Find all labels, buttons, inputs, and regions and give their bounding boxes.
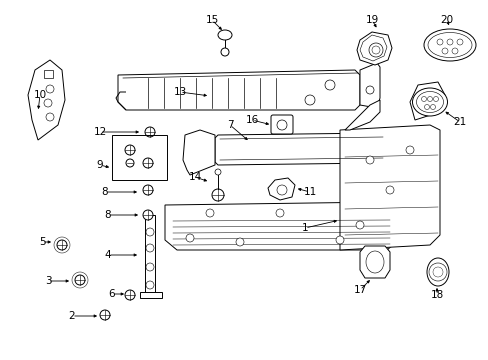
Circle shape [145,127,155,137]
Text: 1: 1 [301,223,307,233]
Circle shape [100,310,110,320]
Circle shape [325,80,334,90]
Circle shape [305,95,314,105]
Text: 17: 17 [353,285,366,295]
Circle shape [125,290,135,300]
Text: 5: 5 [39,237,45,247]
Circle shape [275,209,284,217]
Text: 2: 2 [68,311,75,321]
Circle shape [236,238,244,246]
Ellipse shape [412,88,447,116]
Circle shape [215,169,221,175]
Circle shape [126,159,134,167]
Circle shape [146,244,154,252]
Text: 21: 21 [452,117,466,127]
Polygon shape [339,125,439,250]
Circle shape [75,275,85,285]
Circle shape [365,86,373,94]
Ellipse shape [423,29,475,61]
Circle shape [335,236,343,244]
Circle shape [142,185,153,195]
Bar [145,215,155,295]
Text: 6: 6 [108,289,115,299]
Text: 19: 19 [365,15,378,25]
Circle shape [46,85,54,93]
Text: 20: 20 [440,15,453,25]
Circle shape [44,99,52,107]
Text: 15: 15 [205,15,218,25]
Ellipse shape [426,258,448,286]
Text: 8: 8 [104,210,111,220]
Polygon shape [267,178,294,200]
Text: 14: 14 [188,172,201,182]
Circle shape [185,234,194,242]
Circle shape [146,281,154,289]
Circle shape [57,240,67,250]
Bar [112,135,167,180]
Text: 3: 3 [44,276,51,286]
Circle shape [212,189,224,201]
Polygon shape [118,70,359,110]
Polygon shape [140,292,162,298]
Polygon shape [356,32,391,65]
Text: 16: 16 [245,115,258,125]
Circle shape [221,48,228,56]
Text: 4: 4 [104,250,111,260]
Circle shape [146,228,154,236]
Polygon shape [164,202,392,250]
Circle shape [46,113,54,121]
Circle shape [146,263,154,271]
Text: 7: 7 [226,120,233,130]
Circle shape [142,158,153,168]
Circle shape [365,156,373,164]
Circle shape [405,146,413,154]
Text: 18: 18 [429,290,443,300]
Text: 13: 13 [173,87,186,97]
Polygon shape [28,60,65,140]
Circle shape [355,221,363,229]
Text: 9: 9 [97,160,103,170]
Polygon shape [183,130,215,175]
Polygon shape [215,133,384,165]
Ellipse shape [218,30,231,40]
FancyBboxPatch shape [270,115,292,134]
Polygon shape [409,82,444,120]
Text: 12: 12 [93,127,106,137]
Bar [44,70,53,78]
Text: 10: 10 [33,90,46,100]
Polygon shape [345,100,379,130]
Circle shape [385,186,393,194]
Circle shape [142,210,153,220]
Circle shape [276,120,286,130]
Circle shape [368,43,382,57]
Text: 8: 8 [102,187,108,197]
Text: 11: 11 [303,187,316,197]
Circle shape [125,145,135,155]
Polygon shape [359,246,389,278]
Polygon shape [359,63,379,108]
Circle shape [205,209,214,217]
